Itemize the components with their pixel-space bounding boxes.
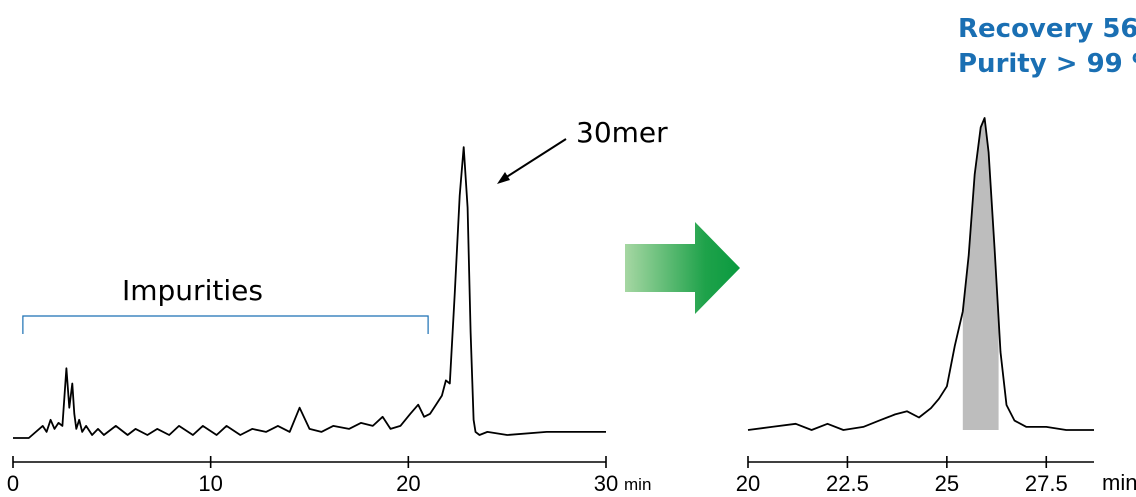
recovery-label: Recovery 56 %	[958, 14, 1136, 44]
x-right-tick-label-1: 22.5	[826, 471, 869, 496]
purity-label: Purity > 99 %	[958, 49, 1136, 79]
impurities-label: Impurities	[122, 274, 263, 307]
impurities-bracket	[22, 315, 429, 334]
collected-fraction-area	[962, 118, 999, 430]
x-right-tick-label-0: 20	[736, 471, 760, 496]
peak-pointer-arrowhead	[497, 172, 510, 184]
x-right-tick-label-2: 25	[935, 471, 959, 496]
purified-chromatogram: 20 22.5 25 27.5 min Recovery 56 % Purity > …	[736, 14, 1136, 496]
peak-pointer-line	[504, 138, 567, 179]
transition-arrow-icon	[625, 222, 740, 314]
x-left-tick-label-2: 20	[396, 471, 420, 496]
crude-trace-line	[13, 146, 606, 439]
x-left-tick-label-1: 10	[198, 471, 222, 496]
x-left-tick-label-3: 30	[594, 471, 618, 496]
peak-label: 30mer	[576, 116, 668, 149]
x-unit-left: min	[624, 475, 651, 494]
x-unit-right: min	[1102, 470, 1136, 495]
crude-chromatogram: 0 10 20 30 min Impurities 30mer	[7, 116, 668, 496]
x-left-tick-label-0: 0	[7, 471, 19, 496]
purified-trace-line	[747, 117, 1094, 431]
x-right-tick-label-3: 27.5	[1025, 471, 1068, 496]
